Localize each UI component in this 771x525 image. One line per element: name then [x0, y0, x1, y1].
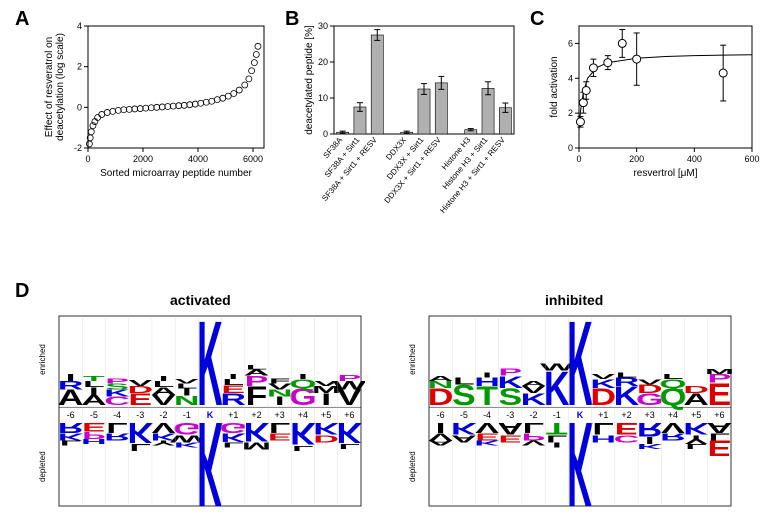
- svg-text:0: 0: [568, 143, 573, 153]
- svg-text:E: E: [268, 431, 292, 442]
- svg-text:A: A: [451, 433, 477, 444]
- svg-text:V: V: [175, 378, 199, 385]
- svg-text:depleted: depleted: [408, 451, 417, 482]
- panel-d-inhibited-title: inhibited: [545, 292, 603, 308]
- svg-text:V: V: [522, 439, 546, 447]
- svg-text:A: A: [428, 439, 454, 447]
- svg-text:2: 2: [77, 62, 82, 72]
- svg-text:E: E: [708, 435, 732, 459]
- svg-text:T: T: [83, 375, 105, 383]
- svg-text:I: I: [482, 371, 492, 379]
- panel-d-activated-title: activated: [170, 292, 231, 308]
- svg-text:deacetylated peptide [%]: deacetylated peptide [%]: [304, 25, 315, 135]
- svg-text:resvertrol [μM]: resvertrol [μM]: [633, 168, 697, 179]
- chart-b: 0102030SF38ASF38A + Sirt1SF38A + Sirt1 +…: [300, 20, 520, 220]
- svg-text:I: I: [552, 441, 562, 449]
- svg-text:fold activation: fold activation: [549, 56, 560, 117]
- svg-text:L: L: [60, 439, 82, 447]
- svg-text:10: 10: [318, 93, 328, 103]
- svg-text:E: E: [498, 433, 522, 444]
- svg-text:+1: +1: [228, 410, 238, 420]
- svg-text:Sorted microarray peptide numb: Sorted microarray peptide number: [100, 168, 252, 179]
- svg-text:V: V: [638, 378, 662, 386]
- svg-text:L: L: [616, 371, 638, 379]
- svg-text:-5: -5: [90, 410, 98, 420]
- panel-a-label: A: [15, 8, 29, 31]
- svg-text:6000: 6000: [243, 154, 263, 164]
- svg-text:-6: -6: [437, 410, 445, 420]
- svg-text:R: R: [660, 431, 686, 442]
- svg-text:4: 4: [568, 73, 573, 83]
- svg-text:0: 0: [85, 154, 90, 164]
- svg-text:20: 20: [318, 57, 328, 67]
- svg-text:L: L: [292, 444, 314, 452]
- svg-text:200: 200: [629, 154, 644, 164]
- seqlogo-inhibited: enricheddepleted-6DNAIVA-5SLKA-4THIVEK-3…: [405, 312, 735, 512]
- svg-text:30: 30: [318, 21, 328, 31]
- svg-text:I: I: [298, 373, 308, 381]
- svg-text:L: L: [339, 442, 361, 450]
- svg-text:6: 6: [568, 38, 573, 48]
- panel-d-label: D: [15, 280, 29, 303]
- svg-text:I: I: [66, 372, 76, 383]
- svg-text:-2: -2: [74, 143, 82, 153]
- svg-text:-4: -4: [483, 410, 491, 420]
- svg-text:K: K: [637, 442, 663, 450]
- svg-text:0: 0: [323, 129, 328, 139]
- svg-text:M: M: [705, 368, 735, 376]
- svg-text:K: K: [567, 397, 593, 512]
- svg-text:enriched: enriched: [38, 344, 47, 375]
- svg-text:R: R: [104, 431, 130, 442]
- svg-text:P: P: [498, 367, 522, 378]
- svg-text:-2: -2: [160, 410, 168, 420]
- svg-text:0: 0: [77, 102, 82, 112]
- svg-text:-6: -6: [67, 410, 75, 420]
- chart-c: 0 2 4 6 0 200 400 600 resvertrol [μM] fold activa…: [545, 20, 760, 180]
- svg-text:+3: +3: [275, 410, 285, 420]
- svg-text:P: P: [105, 377, 129, 385]
- svg-text:depleted: depleted: [38, 451, 47, 482]
- svg-text:I: I: [159, 375, 169, 383]
- svg-text:L: L: [685, 442, 707, 450]
- svg-text:4: 4: [77, 21, 82, 31]
- svg-text:+4: +4: [668, 410, 678, 420]
- svg-text:0: 0: [576, 154, 581, 164]
- svg-text:H: H: [590, 433, 616, 444]
- svg-text:A: A: [428, 375, 454, 383]
- panel-b-label: B: [285, 8, 299, 31]
- svg-text:L: L: [453, 375, 475, 386]
- svg-text:enriched: enriched: [408, 344, 417, 375]
- svg-text:D: D: [683, 384, 709, 395]
- svg-text:K: K: [474, 439, 500, 447]
- svg-text:L: L: [662, 373, 684, 381]
- svg-text:A: A: [521, 380, 547, 388]
- svg-text:-4: -4: [113, 410, 121, 420]
- svg-text:C: C: [614, 433, 640, 444]
- svg-text:V: V: [128, 379, 153, 388]
- svg-text:L: L: [246, 364, 268, 371]
- svg-text:600: 600: [744, 154, 759, 164]
- svg-text:2: 2: [568, 108, 573, 118]
- svg-text:H: H: [81, 437, 107, 445]
- svg-text:F: F: [269, 377, 291, 385]
- svg-text:-2: -2: [530, 410, 538, 420]
- svg-text:400: 400: [687, 154, 702, 164]
- chart-a: -20240200040006000Sorted microarray pept…: [40, 20, 270, 180]
- svg-text:4000: 4000: [188, 154, 208, 164]
- svg-text:P: P: [338, 374, 362, 383]
- svg-text:I: I: [228, 373, 238, 381]
- svg-text:L: L: [129, 442, 151, 453]
- svg-text:deacetylation (log scale): deacetylation (log scale): [55, 33, 66, 141]
- svg-text:K: K: [197, 397, 223, 512]
- svg-text:V: V: [591, 373, 615, 381]
- svg-text:2000: 2000: [133, 154, 153, 164]
- svg-text:Effect of resveratrol on: Effect of resveratrol on: [44, 37, 55, 137]
- svg-text:D: D: [313, 433, 339, 444]
- panel-c-label: C: [530, 8, 544, 31]
- seqlogo-activated: enricheddepleted-6ARIRKL-5AILTEPH-4CKSPL…: [35, 312, 365, 512]
